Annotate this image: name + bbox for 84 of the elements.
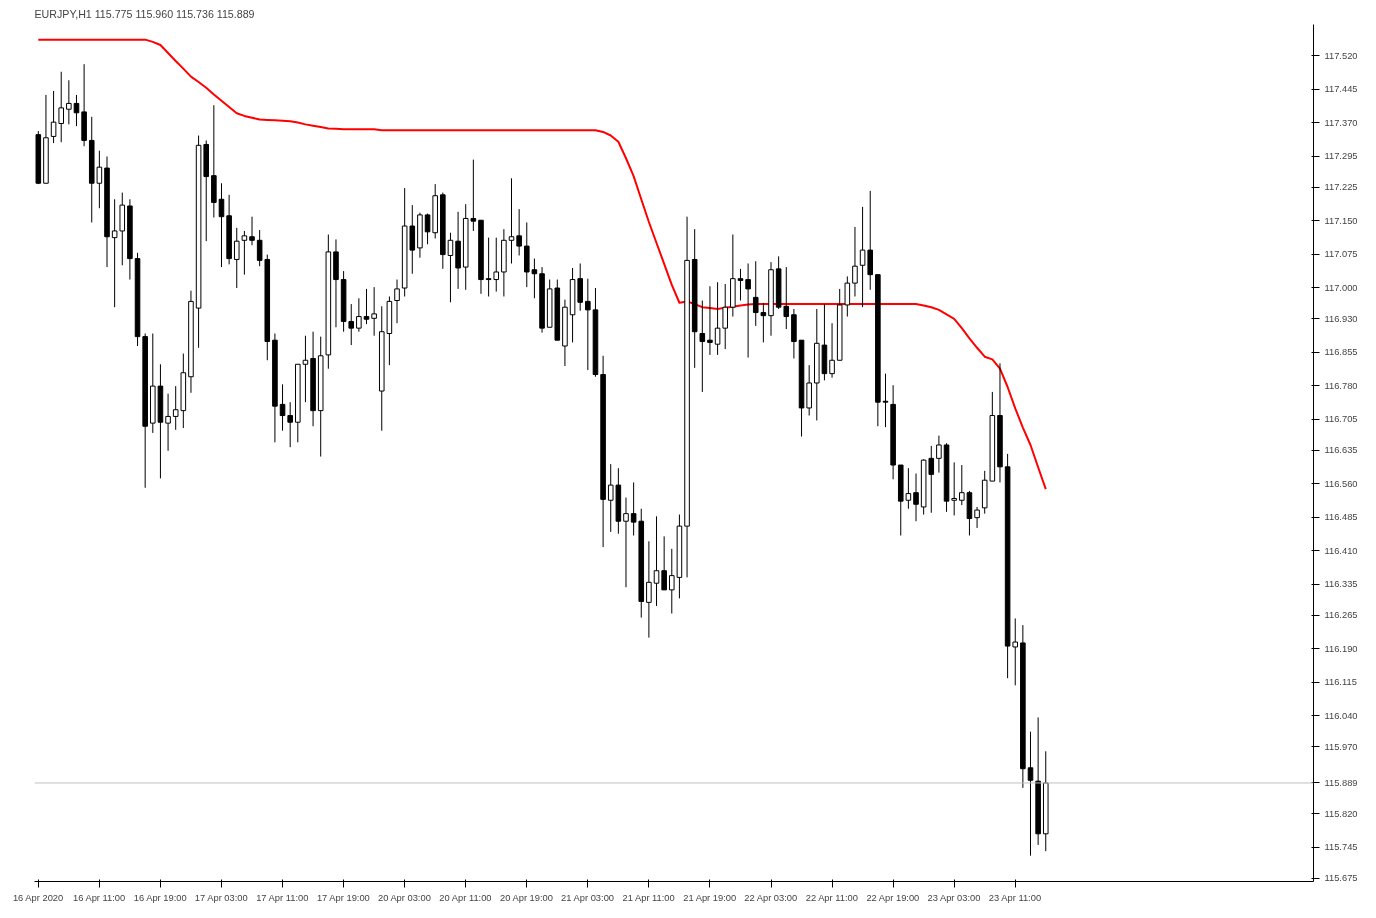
y-tick-label: 117.295 — [1324, 151, 1358, 162]
candlestick — [745, 263, 751, 359]
candlestick — [661, 535, 667, 591]
candlestick — [249, 216, 255, 246]
y-tick-label: 116.040 — [1324, 710, 1358, 721]
x-tick-label: 23 Apr 11:00 — [988, 892, 1042, 903]
y-tick-label: 115.675 — [1324, 873, 1358, 884]
x-tick-label: 22 Apr 11:00 — [805, 892, 858, 903]
x-tick-label: 23 Apr 03:00 — [927, 892, 981, 903]
candlestick — [844, 275, 851, 318]
candlestick — [111, 198, 118, 308]
candlestick — [348, 303, 355, 346]
candlestick — [882, 373, 889, 428]
y-tick-label: 116.410 — [1324, 545, 1358, 556]
candlestick — [447, 232, 454, 303]
candlestick — [1027, 731, 1034, 857]
y-tick-label: 117.075 — [1324, 249, 1358, 260]
y-tick-label: 116.115 — [1324, 677, 1357, 688]
candlestick — [852, 226, 858, 297]
candlestick — [936, 435, 942, 474]
y-tick-label: 115.820 — [1324, 808, 1358, 819]
candlestick — [279, 383, 286, 432]
y-tick-label: 117.370 — [1324, 117, 1358, 128]
candlestick — [516, 208, 522, 256]
line-series — [37, 38, 1047, 491]
candlestick — [287, 401, 293, 448]
y-tick-label: 116.190 — [1324, 643, 1358, 654]
x-tick-label: 22 Apr 19:00 — [866, 892, 920, 903]
x-tick-label: 17 Apr 03:00 — [194, 892, 248, 903]
y-tick-label: 117.225 — [1324, 182, 1358, 193]
candlestick — [623, 497, 629, 588]
y-tick-label: 115.745 — [1324, 842, 1358, 853]
candlestick — [959, 464, 965, 506]
y-tick-label: 116.855 — [1324, 347, 1358, 358]
y-tick-label: 116.705 — [1324, 414, 1358, 425]
y-tick-label: 117.520 — [1324, 50, 1358, 61]
candlestick — [66, 79, 72, 125]
x-tick-label: 16 Apr 11:00 — [73, 892, 126, 903]
candlestick — [356, 297, 362, 333]
y-tick-label: 116.780 — [1324, 380, 1358, 391]
candlestick — [974, 506, 980, 529]
candlestick — [394, 279, 400, 324]
candlestick — [722, 283, 728, 350]
candlestick — [951, 461, 957, 516]
candlestick — [165, 393, 171, 452]
y-tick-label: 116.485 — [1324, 512, 1358, 523]
candlestick — [302, 335, 309, 403]
y-tick-label: 115.970 — [1324, 741, 1358, 752]
chart-title: EURJPY,H1 115.775 115.960 115.736 115.889 — [34, 7, 255, 20]
x-tick-label: 16 Apr 2020 — [12, 892, 64, 903]
candlestick — [363, 288, 370, 325]
candlestick — [424, 213, 431, 245]
candlestick — [714, 281, 721, 356]
candlestick — [371, 286, 377, 337]
x-tick-label: 20 Apr 03:00 — [377, 892, 431, 903]
y-tick-label: 116.265 — [1324, 610, 1358, 621]
x-tick-label: 16 Apr 19:00 — [133, 892, 187, 903]
y-tick-label: 117.000 — [1324, 282, 1358, 293]
x-tick-label: 17 Apr 11:00 — [256, 892, 309, 903]
y-tick-label: 116.560 — [1324, 478, 1358, 489]
candlestick — [241, 230, 248, 276]
candlestick — [707, 285, 713, 356]
y-tick-label: 116.335 — [1324, 579, 1358, 590]
x-tick-label: 20 Apr 11:00 — [439, 892, 492, 903]
y-tick-label: 116.635 — [1324, 445, 1358, 456]
x-tick-label: 21 Apr 03:00 — [561, 892, 615, 903]
candlestick — [737, 268, 744, 302]
ref-line-label: 115.889 — [1324, 777, 1358, 788]
x-tick-label: 17 Apr 19:00 — [316, 892, 370, 903]
candlestick — [508, 177, 515, 264]
x-tick-label: 21 Apr 19:00 — [683, 892, 737, 903]
candlestick — [699, 300, 706, 393]
candlestick — [646, 540, 652, 639]
candlestick — [829, 322, 835, 379]
x-tick-label: 22 Apr 03:00 — [744, 892, 798, 903]
x-tick-label: 20 Apr 19:00 — [500, 892, 553, 903]
candlestick — [233, 227, 240, 289]
candlestick — [585, 278, 591, 371]
candlestick — [653, 515, 660, 607]
y-tick-label: 116.930 — [1324, 313, 1358, 324]
y-tick-label: 117.445 — [1324, 84, 1358, 95]
x-tick-label: 21 Apr 11:00 — [622, 892, 675, 903]
y-tick-label: 117.150 — [1324, 215, 1358, 226]
candlestick — [913, 473, 919, 522]
